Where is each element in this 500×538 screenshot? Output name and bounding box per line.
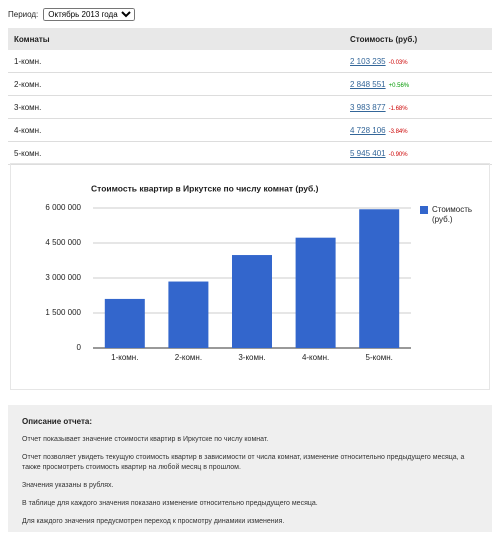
price-link[interactable]: 4 728 106	[350, 125, 386, 135]
y-tick-label: 1 500 000	[45, 308, 81, 317]
description-title: Описание отчета:	[22, 417, 93, 426]
rooms-cell: 1-комн.	[8, 50, 344, 73]
description-paragraph: В таблице для каждого значения показано …	[22, 500, 318, 507]
price-link[interactable]: 2 848 551	[350, 79, 386, 89]
chart: Стоимость квартир в Иркутске по числу ко…	[45, 183, 411, 362]
change-value: -0.03%	[388, 59, 408, 66]
y-tick-label: 4 500 000	[45, 238, 81, 247]
description-paragraph: Для каждого значения предусмотрен перехо…	[22, 518, 285, 525]
price-table: Комнаты Стоимость (руб.) 1-комн. 2 103 23…	[8, 28, 492, 165]
description-paragraph: Отчет позволяет увидеть текущую стоимост…	[22, 454, 465, 471]
x-tick-label: 2-комн.	[175, 353, 202, 362]
change-value: -1.68%	[388, 105, 408, 112]
change-value: +0.56%	[388, 82, 410, 89]
change-value: -3.84%	[388, 128, 408, 135]
table-row: 1-комн. 2 103 235 -0.03%	[8, 50, 492, 73]
x-tick-label: 1-комн.	[111, 353, 138, 362]
price-cell: 2 848 551 +0.56%	[344, 72, 492, 96]
price-link[interactable]: 5 945 401	[350, 148, 386, 158]
description-paragraph: Отчет показывает значение стоимости квар…	[22, 436, 269, 443]
rooms-cell: 2-комн.	[8, 72, 344, 96]
table-row: 5-комн. 5 945 401 -0.90%	[8, 141, 492, 165]
table-body: 1-комн. 2 103 235 -0.03% 2-комн. 2 848 551 +0…	[8, 50, 492, 165]
price-cell: 2 103 235 -0.03%	[344, 50, 492, 73]
x-tick-label: 5-комн.	[366, 353, 393, 362]
bar	[295, 237, 336, 348]
rooms-cell: 4-комн.	[8, 118, 344, 142]
y-tick-label: 6 000 000	[45, 203, 81, 212]
x-tick-label: 3-комн.	[238, 353, 265, 362]
table-row: 2-комн. 2 848 551 +0.56%	[8, 72, 492, 96]
change-value: -0.90%	[388, 151, 408, 158]
bar	[104, 298, 145, 348]
y-tick-label: 0	[77, 343, 82, 352]
price-link[interactable]: 2 103 235	[350, 56, 386, 66]
period-label: Период:	[8, 10, 39, 19]
legend: Стоимость (руб.)	[420, 205, 484, 225]
description: Описание отчета: Отчет показывает значен…	[8, 405, 492, 532]
chart-box: Стоимость квартир в Иркутске по числу ко…	[10, 163, 490, 390]
header-cell: Стоимость (руб.)	[344, 28, 492, 50]
period-select[interactable]: Октябрь 2013 года	[43, 8, 136, 21]
bar	[168, 281, 209, 348]
chart-title: Стоимость квартир в Иркутске по числу ко…	[91, 183, 319, 193]
price-cell: 3 983 877 -1.68%	[344, 95, 492, 119]
rooms-cell: 5-комн.	[8, 141, 344, 165]
table-row: 3-комн. 3 983 877 -1.68%	[8, 95, 492, 119]
price-link[interactable]: 3 983 877	[350, 102, 386, 112]
bar	[359, 209, 400, 348]
y-tick-label: 3 000 000	[45, 273, 81, 282]
legend-swatch	[420, 206, 428, 214]
rooms-cell: 3-комн.	[8, 95, 344, 119]
bar	[232, 255, 272, 348]
description-paragraph: Значения указаны в рублях.	[22, 482, 114, 489]
price-cell: 4 728 106 -3.84%	[344, 118, 492, 142]
price-cell: 5 945 401 -0.90%	[344, 141, 492, 165]
table-row: 4-комн. 4 728 106 -3.84%	[8, 118, 492, 142]
x-tick-label: 4-комн.	[302, 353, 329, 362]
header-row: Комнаты Стоимость (руб.)	[8, 28, 492, 50]
legend-label: Стоимость (руб.)	[432, 205, 473, 224]
period-filter: Период: Октябрь 2013 года	[8, 8, 136, 21]
header-cell: Комнаты	[8, 28, 344, 50]
